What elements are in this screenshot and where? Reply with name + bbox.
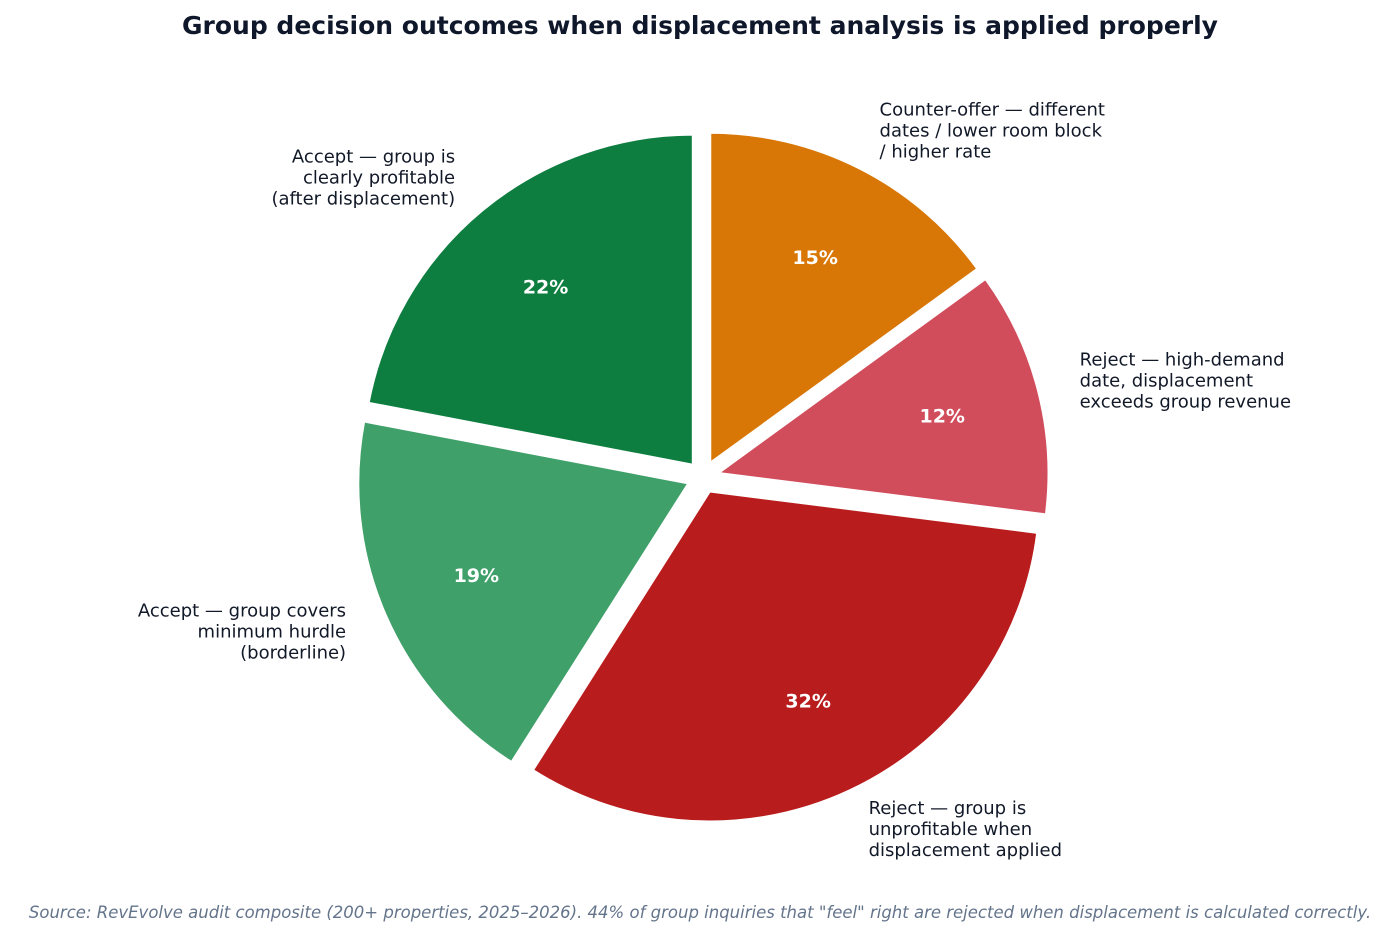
pie-slice-reject-group-is-unprofitable-when-displa <box>531 490 1039 823</box>
pie-slice-accept-group-is-clearly-profitable-after <box>367 133 694 466</box>
pie-slice-reject-high-demand-date-displacement-exc <box>715 277 1050 516</box>
pie-slice-counter-offer-different-dates-lower-room <box>709 131 979 465</box>
pie-labels: 15% Counter-offer — different dates / lowe… <box>138 99 1291 860</box>
slice-label-counter-offer-different-dates-lower-room: Counter-offer — different dates / lower r… <box>880 99 1105 162</box>
pct-label-12: 12% <box>919 406 964 428</box>
slice-label-reject-group-is-unprofitable-when-displa: Reject — group is unprofitable when displa… <box>869 798 1062 861</box>
pct-label-32: 32% <box>785 690 830 712</box>
pie-slice-accept-group-covers-minimum-hurdle-borde <box>357 420 690 764</box>
pie-slices <box>357 131 1050 823</box>
pct-label-22: 22% <box>523 277 568 299</box>
slice-label-accept-group-is-clearly-profitable-after: Accept — group is clearly profitable (afte… <box>271 146 455 209</box>
pct-label-19: 19% <box>454 565 499 587</box>
slice-label-accept-group-covers-minimum-hurdle-borde: Accept — group covers minimum hurdle (bord… <box>138 600 346 663</box>
pct-label-15: 15% <box>792 247 837 269</box>
chart-title: Group decision outcomes when displacemen… <box>182 11 1218 40</box>
source-note: Source: RevEvolve audit composite (200+ … <box>29 903 1371 922</box>
slice-label-reject-high-demand-date-displacement-exc: Reject — high-demand date, displacement ex… <box>1080 349 1291 412</box>
